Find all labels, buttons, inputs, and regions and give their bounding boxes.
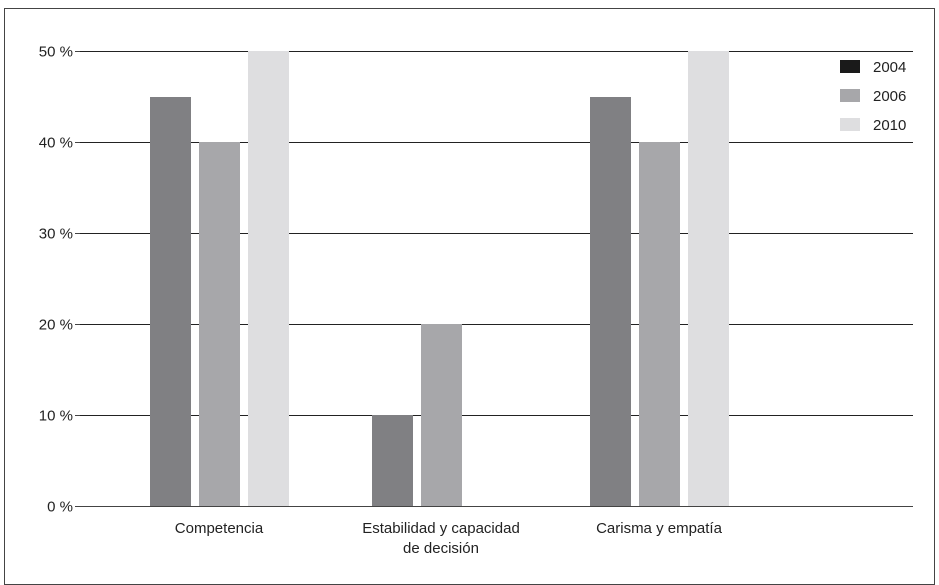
y-tick-label: 30 % <box>39 226 73 243</box>
y-tick-label: 40 % <box>39 135 73 152</box>
legend-label-2010: 2010 <box>873 117 906 134</box>
x-category-label: Carisma y empatía <box>596 520 723 537</box>
bar-2006-cat2 <box>639 142 680 506</box>
legend-swatch-2010 <box>840 118 860 131</box>
legend-swatch-2004 <box>840 60 860 73</box>
bar-2010-cat2 <box>688 51 729 506</box>
bar-2004-cat1 <box>372 415 413 506</box>
y-tick-label: 20 % <box>39 317 73 334</box>
bar-2010-cat0 <box>248 51 289 506</box>
legend-label-2006: 2006 <box>873 88 906 105</box>
y-tick-label: 50 % <box>39 44 73 61</box>
y-tick-label: 10 % <box>39 408 73 425</box>
legend-label-2004: 2004 <box>873 59 906 76</box>
bar-2006-cat0 <box>199 142 240 506</box>
x-category-label: Estabilidad y capacidad <box>362 520 520 537</box>
x-category-label: de decisión <box>403 540 479 557</box>
y-tick-label: 0 % <box>47 499 73 516</box>
legend-swatch-2006 <box>840 89 860 102</box>
x-category-label: Competencia <box>175 520 264 537</box>
bar-2004-cat0 <box>150 97 191 506</box>
bar-2006-cat1 <box>421 324 462 506</box>
bar-2004-cat2 <box>590 97 631 506</box>
